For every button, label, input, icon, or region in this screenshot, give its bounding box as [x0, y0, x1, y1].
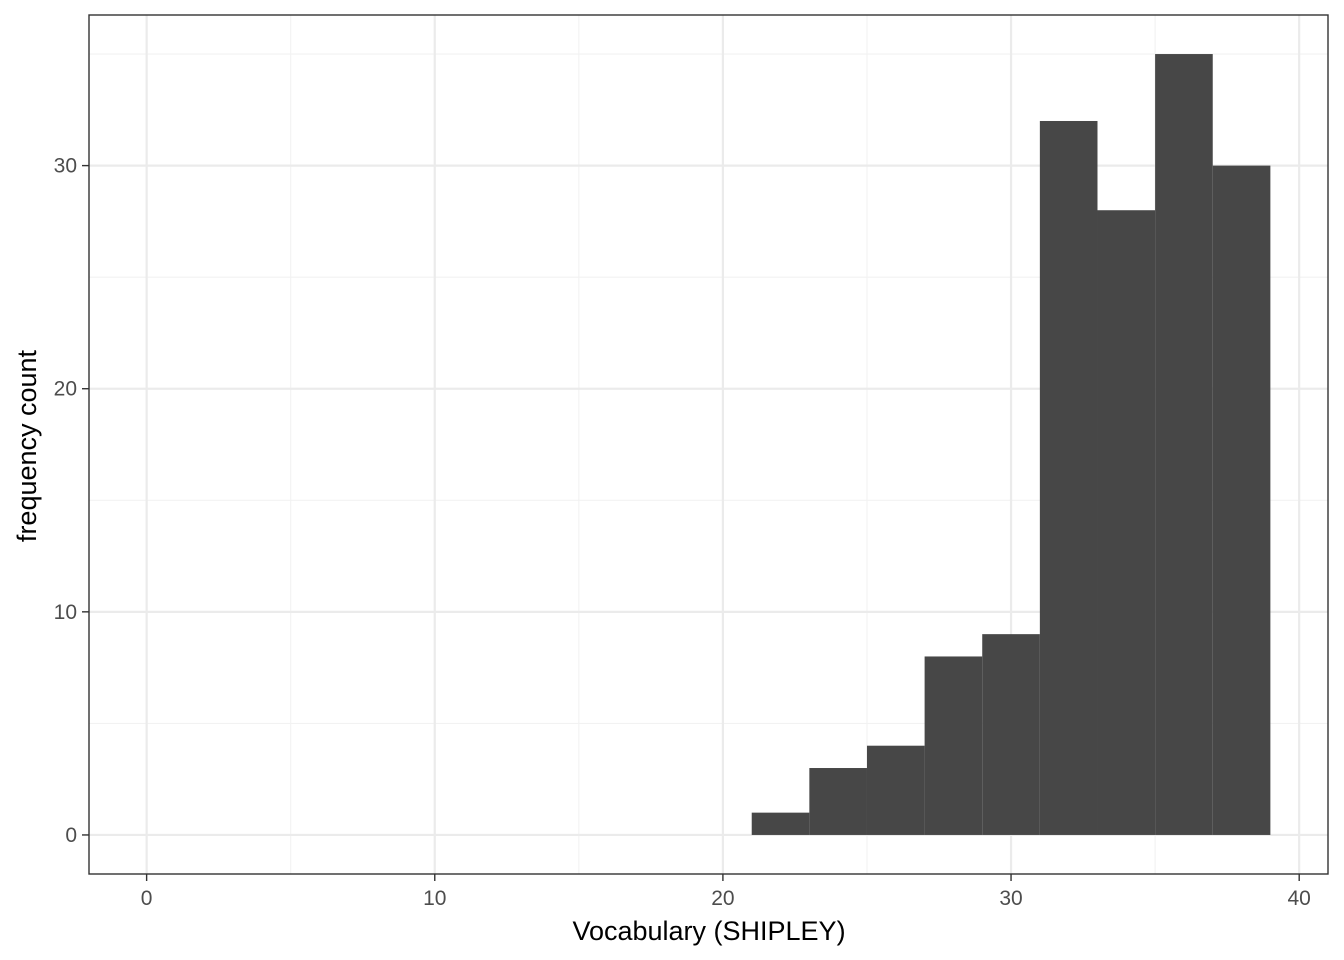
histogram-bar: [1039, 120, 1098, 835]
axis-ticks: 0 10 20 30 40 0 10 20 30: [54, 155, 1311, 910]
y-axis-title: frequency count: [12, 349, 42, 542]
histogram-bar: [751, 812, 810, 835]
panel-border: [88, 14, 1329, 875]
x-tick-label: 30: [999, 887, 1022, 910]
x-tick-label: 10: [423, 887, 446, 910]
histogram-bar: [1097, 210, 1156, 835]
x-tick-label: 40: [1288, 887, 1311, 910]
histogram-bar: [1212, 165, 1271, 835]
y-tick-label: 0: [65, 824, 77, 847]
histogram-bar: [982, 634, 1040, 835]
x-tick-label: 20: [711, 887, 734, 910]
y-tick-label: 30: [54, 155, 77, 178]
histogram-bar: [809, 768, 867, 835]
histogram-bar: [866, 745, 925, 835]
histogram-bars: [751, 54, 1271, 835]
histogram-bar: [924, 656, 983, 835]
y-tick-label: 20: [54, 378, 77, 401]
x-tick-label: 0: [141, 887, 153, 910]
histogram-bar: [1155, 54, 1213, 835]
x-axis-title: Vocabulary (SHIPLEY): [572, 916, 845, 946]
y-tick-label: 10: [54, 601, 77, 624]
